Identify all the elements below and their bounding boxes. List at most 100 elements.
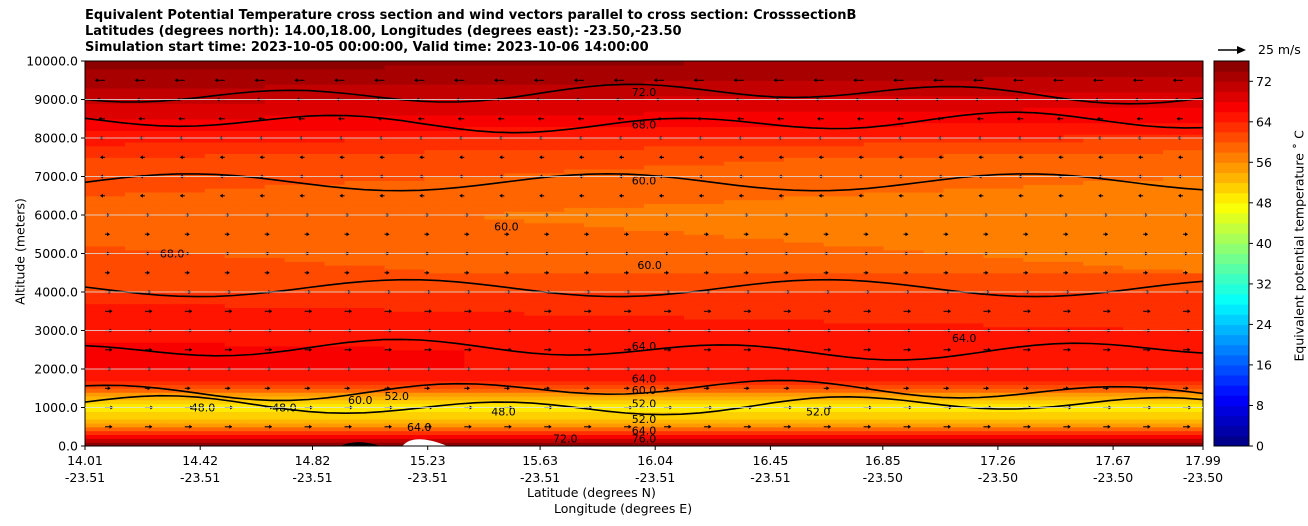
theta-e-cell <box>803 134 825 139</box>
theta-e-cell <box>903 138 925 143</box>
theta-e-cell <box>823 118 845 124</box>
theta-e-cell <box>644 361 665 366</box>
theta-e-cell <box>723 376 745 382</box>
theta-e-cell <box>404 134 425 139</box>
theta-e-cell <box>284 334 306 339</box>
theta-e-cell <box>1083 168 1104 174</box>
theta-e-cell <box>1063 188 1084 193</box>
theta-e-cell <box>224 184 246 189</box>
theta-e-cell <box>444 234 465 239</box>
theta-e-cell <box>184 338 206 343</box>
theta-e-cell <box>763 292 785 297</box>
theta-e-cell <box>444 284 465 289</box>
theta-e-cell <box>164 118 186 124</box>
theta-e-cell <box>104 153 126 158</box>
theta-e-cell <box>424 345 445 351</box>
theta-e-cell <box>1023 149 1044 154</box>
theta-e-cell <box>1063 311 1084 316</box>
theta-e-cell <box>923 184 945 189</box>
theta-e-cell <box>863 138 885 143</box>
theta-e-cell <box>624 153 645 158</box>
theta-e-cell <box>244 307 266 312</box>
theta-e-cell <box>1023 365 1044 370</box>
theta-e-cell <box>85 141 106 147</box>
theta-e-cell <box>344 118 366 124</box>
theta-e-cell <box>923 388 945 393</box>
theta-e-cell <box>863 380 885 385</box>
theta-e-cell <box>783 411 805 416</box>
theta-e-cell <box>284 149 306 154</box>
theta-e-cell <box>85 311 106 316</box>
theta-e-cell <box>843 438 865 443</box>
theta-e-cell <box>224 153 246 158</box>
theta-e-cell <box>124 292 146 297</box>
theta-e-cell <box>584 195 605 201</box>
theta-e-cell <box>803 272 825 278</box>
theta-e-cell <box>624 422 645 428</box>
theta-e-cell <box>384 265 406 270</box>
theta-e-cell <box>624 334 645 339</box>
theta-e-cell <box>324 438 346 443</box>
theta-e-cell <box>883 395 905 401</box>
theta-e-cell <box>404 203 425 208</box>
theta-e-cell <box>663 130 685 135</box>
theta-e-cell <box>1063 388 1084 393</box>
theta-e-cell <box>1083 199 1104 205</box>
theta-e-cell <box>843 253 865 258</box>
theta-e-cell <box>85 295 106 301</box>
theta-e-cell <box>304 307 326 312</box>
theta-e-cell <box>324 442 346 446</box>
theta-e-cell <box>943 218 965 224</box>
theta-e-cell <box>364 318 386 324</box>
theta-e-cell <box>464 265 485 270</box>
theta-e-cell <box>284 399 306 405</box>
theta-e-cell <box>484 245 505 251</box>
theta-e-cell <box>304 191 326 197</box>
theta-e-cell <box>1103 153 1124 158</box>
theta-e-cell <box>224 257 246 262</box>
theta-e-cell <box>564 299 585 305</box>
theta-e-cell <box>484 257 505 262</box>
theta-e-cell <box>284 211 306 216</box>
theta-e-cell <box>983 268 1004 274</box>
theta-e-cell <box>983 299 1004 305</box>
theta-e-cell <box>1163 372 1184 378</box>
theta-e-cell <box>1143 122 1164 128</box>
theta-e-cell <box>164 399 186 405</box>
theta-e-cell <box>164 203 186 208</box>
theta-e-cell <box>444 334 465 339</box>
theta-e-cell <box>843 311 865 316</box>
theta-e-cell <box>903 199 925 205</box>
theta-e-cell <box>524 265 545 270</box>
theta-e-cell <box>364 326 386 332</box>
theta-e-cell <box>903 153 925 158</box>
theta-e-cell <box>743 126 765 131</box>
theta-e-cell <box>424 245 445 251</box>
theta-e-cell <box>284 191 306 197</box>
theta-e-cell <box>224 369 246 374</box>
theta-e-cell <box>983 191 1004 197</box>
theta-e-cell <box>1003 430 1024 436</box>
theta-e-cell <box>1043 434 1064 439</box>
theta-e-cell <box>504 191 525 197</box>
theta-e-cell <box>184 411 206 416</box>
theta-e-cell <box>783 164 805 170</box>
theta-e-cell <box>1083 272 1104 278</box>
theta-e-cell <box>484 218 505 224</box>
theta-e-cell <box>204 299 226 305</box>
theta-e-cell <box>1183 342 1203 347</box>
theta-e-cell <box>644 403 665 409</box>
theta-e-cell <box>104 126 126 131</box>
theta-e-cell <box>284 99 306 104</box>
theta-e-cell <box>624 318 645 324</box>
theta-e-cell <box>1163 407 1184 412</box>
theta-e-cell <box>304 403 326 409</box>
theta-e-cell <box>703 384 725 389</box>
theta-e-cell <box>1123 222 1144 228</box>
theta-e-cell <box>324 338 346 343</box>
theta-e-cell <box>763 384 785 389</box>
theta-e-cell <box>1063 326 1084 332</box>
theta-e-cell <box>464 138 485 143</box>
theta-e-cell <box>743 411 765 416</box>
theta-e-cell <box>564 430 585 436</box>
